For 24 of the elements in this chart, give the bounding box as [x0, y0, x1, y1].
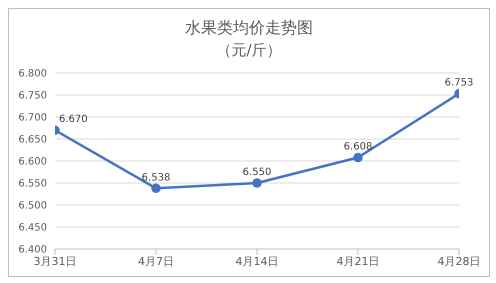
y-tick-label: 6.600	[18, 156, 47, 168]
data-label: 6.538	[142, 172, 170, 184]
y-tick-label: 6.550	[18, 178, 47, 190]
x-tick-label: 4月14日	[236, 254, 278, 268]
data-label: 6.753	[444, 78, 474, 89]
y-tick-label: 6.450	[18, 222, 47, 234]
point	[151, 184, 161, 194]
chart-title: 水果类均价走势图	[184, 17, 314, 39]
data-label: 6.670	[59, 114, 88, 126]
y-tick-label: 6.500	[18, 200, 47, 212]
chart-subtitle: （元/斤）	[215, 40, 283, 61]
y-tick-label: 6.650	[18, 134, 47, 146]
point	[252, 178, 262, 188]
data-label: 6.608	[344, 141, 372, 152]
x-tick-label: 4月7日	[138, 254, 174, 268]
x-tick-label: 4月28日	[438, 254, 480, 268]
x-tick-label: 4月21日	[336, 254, 380, 268]
point	[353, 152, 363, 162]
y-tick-label: 6.700	[18, 112, 47, 124]
y-tick-label: 6.750	[18, 90, 47, 102]
x-tick-label: 3月31日	[34, 254, 76, 268]
y-tick-label: 6.800	[18, 68, 47, 80]
y-tick-label: 6.400	[18, 244, 47, 256]
data-label: 6.550	[242, 167, 272, 178]
